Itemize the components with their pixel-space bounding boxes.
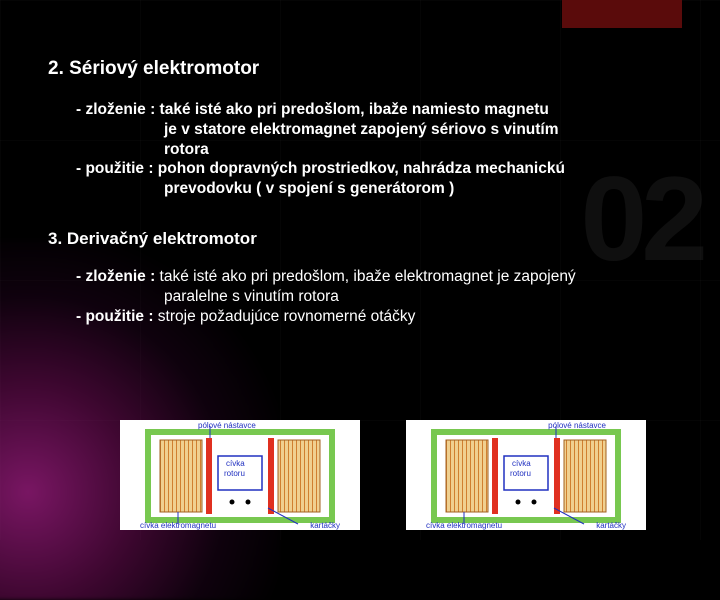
d2-br: kartáčky: [596, 522, 626, 530]
s2-b1-lead: - zloženie :: [76, 101, 155, 118]
s2-b1-l2: je v statore elektromagnet zapojený séri…: [76, 120, 680, 140]
s3-b1-lead: - zloženie :: [76, 268, 155, 285]
section3-heading: 3. Derivačný elektromotor: [48, 229, 680, 249]
d1-center1: cívka: [226, 460, 245, 468]
s2-b2-l1: pohon dopravných prostriedkov, nahrádza …: [154, 160, 565, 177]
d1-center2: rotoru: [224, 470, 245, 478]
d1-br: kartáčky: [310, 522, 340, 530]
s2-b1-l1: také isté ako pri predošlom, ibaže namie…: [155, 101, 549, 118]
s2-b1-l3: rotora: [76, 140, 680, 160]
section3-bullets: - zloženie : také isté ako pri predošlom…: [48, 267, 680, 326]
slide-content: 2. Sériový elektromotor - zloženie : tak…: [0, 0, 720, 327]
s3-b2-lead: - použitie :: [76, 308, 154, 325]
s3-b2-l1: stroje požadujúce rovnomerné otáčky: [154, 308, 416, 325]
s2-b2-lead: - použitie :: [76, 160, 154, 177]
section2-heading: 2. Sériový elektromotor: [48, 58, 680, 80]
d1-bl: cívka elektromagnetu: [140, 522, 216, 530]
diagram-shunt-motor: pólové nástavce cívka rotoru cívka elekt…: [406, 420, 646, 530]
s3-b1-l1: také isté ako pri predošlom, ibaže elekt…: [155, 268, 575, 285]
diagram-series-motor: pólové nástavce cívka rotoru cívka elekt…: [120, 420, 360, 530]
section2-bullets: - zloženie : také isté ako pri predošlom…: [48, 100, 680, 199]
diagram-row: pólové nástavce cívka rotoru cívka elekt…: [120, 420, 660, 530]
d2-center2: rotoru: [510, 470, 531, 478]
d1-top-label: pólové nástavce: [198, 422, 256, 430]
s3-b1-l2: paralelne s vinutím rotora: [76, 287, 680, 307]
d2-center1: cívka: [512, 460, 531, 468]
d2-top-label: pólové nástavce: [548, 422, 606, 430]
d2-bl: cívka elektromagnetu: [426, 522, 502, 530]
s2-b2-l2: prevodovku ( v spojení s generátorom ): [76, 179, 680, 199]
